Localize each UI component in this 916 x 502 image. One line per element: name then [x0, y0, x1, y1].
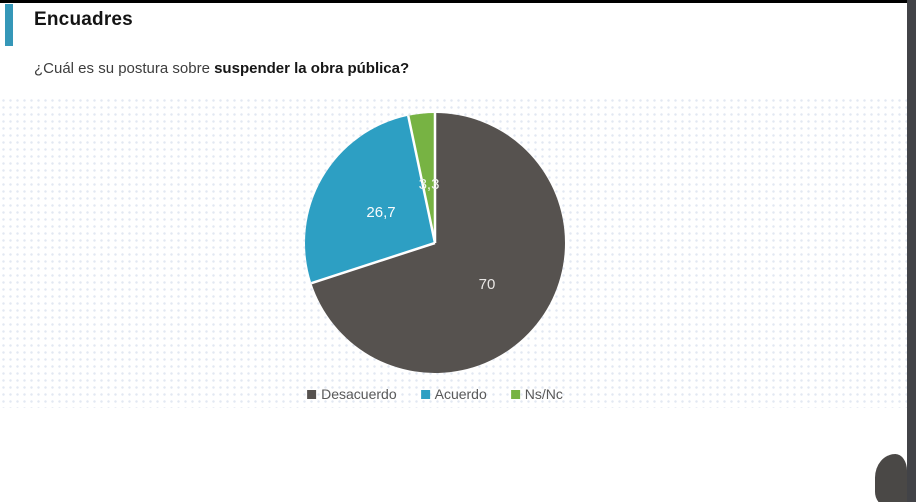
pie-slice-desacuerdo [311, 113, 565, 373]
chart-area: 70 26,7 3,3 Desacuerdo Acuerdo Ns/Nc [0, 97, 907, 408]
legend-label-desacuerdo: Desacuerdo [321, 386, 397, 402]
question-prefix: ¿Cuál es su postura sobre [34, 60, 215, 77]
legend-swatch-acuerdo [420, 389, 430, 399]
pie-value-label-acuerdo: 26,7 [366, 204, 395, 221]
legend-item-acuerdo: Acuerdo [420, 386, 487, 402]
legend-label-nsnc: Ns/Nc [524, 386, 563, 402]
page-title: Encuadres [34, 9, 133, 30]
legend-item-nsnc: Ns/Nc [510, 386, 563, 402]
question-emphasis: suspender la obra pública? [214, 60, 410, 77]
chart-legend: Desacuerdo Acuerdo Ns/Nc [307, 386, 563, 402]
pie-value-label-nsnc: 3,3 [419, 176, 440, 193]
corner-decoration-blob [875, 454, 907, 502]
title-accent-bar [5, 4, 13, 46]
legend-swatch-nsnc [510, 389, 520, 399]
pie-chart: 70 26,7 3,3 [305, 113, 565, 373]
top-border-line [0, 0, 916, 3]
right-edge-bar [907, 0, 916, 502]
legend-item-desacuerdo: Desacuerdo [307, 386, 397, 402]
slice-separator-lines [310, 113, 437, 285]
pie-slice-acuerdo [305, 115, 435, 284]
chart-question: ¿Cuál es su postura sobre suspender la o… [34, 60, 409, 77]
legend-swatch-desacuerdo [307, 389, 317, 399]
legend-label-acuerdo: Acuerdo [434, 386, 487, 402]
pie-value-label-desacuerdo: 70 [479, 276, 496, 293]
